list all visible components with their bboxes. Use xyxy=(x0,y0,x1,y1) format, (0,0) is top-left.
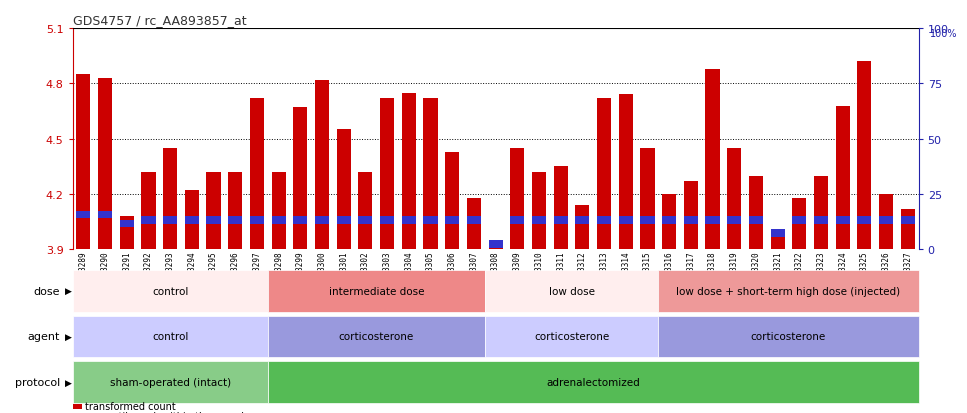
Bar xyxy=(76,75,91,250)
Bar xyxy=(879,195,894,250)
Bar xyxy=(619,95,632,250)
Bar xyxy=(337,217,351,224)
Bar xyxy=(554,217,568,224)
Bar xyxy=(424,217,437,224)
Text: ▶: ▶ xyxy=(65,332,72,341)
Bar xyxy=(98,78,112,250)
Bar xyxy=(207,217,220,224)
Bar xyxy=(401,93,416,250)
Bar xyxy=(76,211,91,218)
Bar xyxy=(185,217,199,224)
Text: low dose: low dose xyxy=(548,286,595,296)
Bar xyxy=(228,217,243,224)
Bar xyxy=(163,217,177,224)
Bar xyxy=(185,191,199,250)
Bar xyxy=(748,217,763,224)
Bar xyxy=(619,217,632,224)
Bar xyxy=(249,217,264,224)
Bar xyxy=(293,217,308,224)
Bar xyxy=(141,173,156,250)
Bar xyxy=(467,198,481,250)
Bar xyxy=(163,149,177,250)
Bar xyxy=(401,217,416,224)
Bar xyxy=(293,108,308,250)
Bar xyxy=(120,217,133,250)
Bar xyxy=(684,217,698,224)
Text: 100%: 100% xyxy=(930,29,957,39)
Bar xyxy=(488,246,503,250)
Bar xyxy=(532,217,546,224)
Bar xyxy=(98,211,112,218)
Text: adrenalectomized: adrenalectomized xyxy=(546,377,640,387)
Bar xyxy=(532,173,546,250)
Text: corticosterone: corticosterone xyxy=(750,332,826,342)
Text: GDS4757 / rc_AA893857_at: GDS4757 / rc_AA893857_at xyxy=(73,14,247,27)
Bar xyxy=(640,149,655,250)
Bar xyxy=(120,221,133,228)
Bar xyxy=(662,217,676,224)
Bar xyxy=(575,217,590,224)
Bar xyxy=(900,217,915,224)
Bar xyxy=(640,217,655,224)
Text: intermediate dose: intermediate dose xyxy=(329,286,424,296)
Bar xyxy=(359,173,372,250)
Bar xyxy=(249,99,264,250)
Bar xyxy=(445,152,459,250)
Bar xyxy=(488,241,503,248)
Bar xyxy=(706,217,719,224)
Bar xyxy=(337,130,351,250)
Bar xyxy=(228,173,243,250)
Text: protocol: protocol xyxy=(15,377,60,387)
Text: dose: dose xyxy=(34,286,60,296)
Bar xyxy=(597,99,611,250)
Bar xyxy=(900,209,915,250)
Bar xyxy=(315,217,329,224)
Bar xyxy=(858,217,871,224)
Bar xyxy=(727,149,742,250)
Bar xyxy=(771,235,784,250)
Bar xyxy=(662,195,676,250)
Bar xyxy=(511,217,524,224)
Bar xyxy=(575,206,590,250)
Bar xyxy=(835,106,850,250)
Bar xyxy=(792,217,806,224)
Bar xyxy=(597,217,611,224)
Bar xyxy=(879,217,894,224)
Bar xyxy=(141,217,156,224)
Bar xyxy=(511,149,524,250)
Bar xyxy=(424,99,437,250)
Bar xyxy=(467,217,481,224)
Bar xyxy=(792,198,806,250)
Bar xyxy=(706,69,719,250)
Bar xyxy=(684,182,698,250)
Text: ▶: ▶ xyxy=(65,377,72,387)
Text: corticosterone: corticosterone xyxy=(534,332,609,342)
Text: low dose + short-term high dose (injected): low dose + short-term high dose (injecte… xyxy=(676,286,900,296)
Text: percentile rank within the sample: percentile rank within the sample xyxy=(85,411,250,413)
Text: control: control xyxy=(152,286,189,296)
Bar xyxy=(814,217,828,224)
Bar xyxy=(359,217,372,224)
Bar xyxy=(858,62,871,250)
Bar xyxy=(315,81,329,250)
Bar xyxy=(272,173,285,250)
Bar xyxy=(380,217,395,224)
Bar xyxy=(727,217,742,224)
Text: sham-operated (intact): sham-operated (intact) xyxy=(109,377,231,387)
Bar xyxy=(748,176,763,250)
Bar xyxy=(272,217,285,224)
Text: transformed count: transformed count xyxy=(85,401,176,411)
Bar xyxy=(207,173,220,250)
Bar xyxy=(771,230,784,237)
Text: agent: agent xyxy=(28,332,60,342)
Bar xyxy=(445,217,459,224)
Text: control: control xyxy=(152,332,189,342)
Bar xyxy=(554,167,568,250)
Text: corticosterone: corticosterone xyxy=(338,332,414,342)
Bar xyxy=(835,217,850,224)
Text: ▶: ▶ xyxy=(65,287,72,296)
Bar xyxy=(380,99,395,250)
Bar xyxy=(814,176,828,250)
